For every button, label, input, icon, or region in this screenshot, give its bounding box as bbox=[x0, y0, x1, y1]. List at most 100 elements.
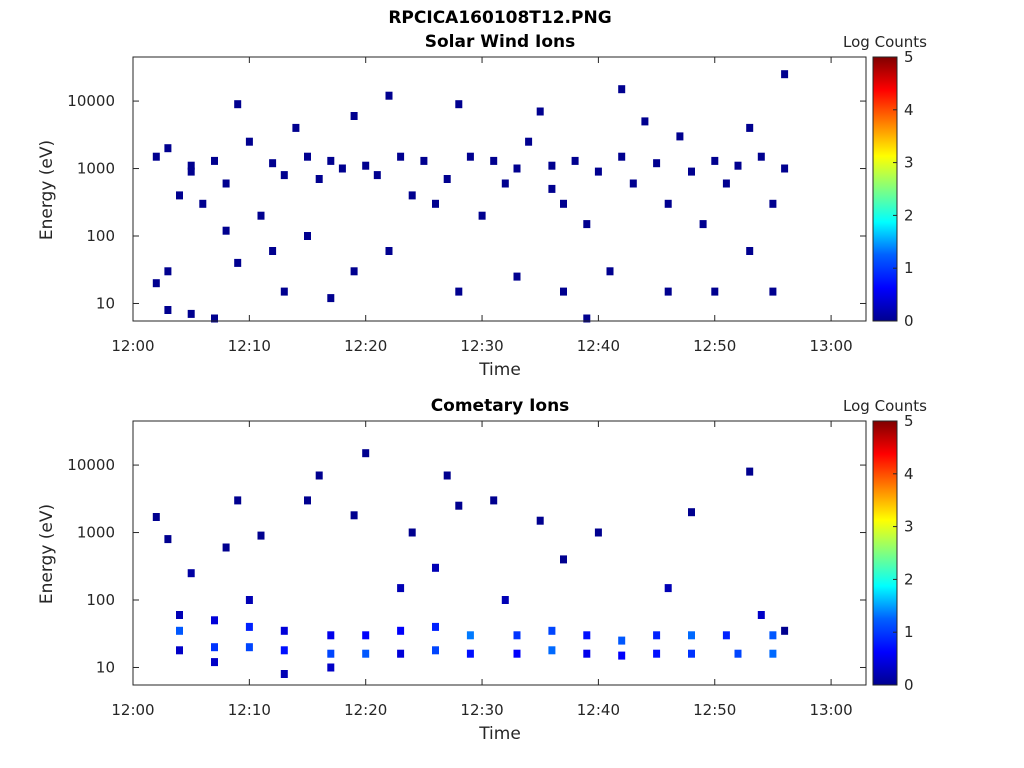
panel-solar-wind: Solar Wind Ions 12:00 12:10 12:20 12:30 12:4… bbox=[37, 32, 927, 380]
y-tick-label: 10 bbox=[96, 294, 115, 312]
heatmap-cell bbox=[711, 156, 719, 165]
x-tick-label: 13:00 bbox=[809, 337, 852, 355]
heatmap-cell bbox=[152, 152, 160, 161]
heatmap-cell bbox=[362, 449, 370, 458]
heatmap-cell bbox=[722, 179, 730, 188]
heatmap-cell bbox=[466, 649, 474, 658]
heatmap-cell bbox=[653, 649, 661, 658]
heatmap-cell bbox=[618, 85, 626, 94]
y-tick-label: 1000 bbox=[77, 524, 115, 542]
heatmap-cell bbox=[594, 167, 602, 176]
heatmap-cell bbox=[560, 287, 567, 296]
colorbar-tick-label: 0 bbox=[904, 312, 914, 330]
heatmap-cell bbox=[443, 471, 451, 480]
heatmap-cell bbox=[699, 220, 707, 229]
x-axis-label-solar-wind: Time bbox=[478, 360, 521, 380]
heatmap-cell bbox=[385, 247, 393, 255]
colorbar-tick-label: 2 bbox=[904, 570, 914, 588]
heatmap-cell bbox=[257, 531, 265, 540]
heatmap-cell bbox=[688, 508, 695, 517]
heatmap-cell bbox=[781, 164, 789, 173]
heatmap-cell bbox=[583, 649, 591, 658]
heatmap-cell bbox=[513, 649, 521, 658]
heatmap-cell bbox=[664, 287, 672, 296]
heatmap-cell bbox=[455, 287, 463, 296]
heatmap-cell bbox=[594, 528, 602, 537]
heatmap-cell bbox=[455, 100, 463, 109]
heatmap-cell bbox=[629, 179, 637, 188]
heatmap-cell bbox=[490, 496, 498, 505]
heatmap-cell bbox=[280, 626, 288, 635]
colorbar-ticks-cometary: 0 1 2 3 4 5 bbox=[893, 412, 914, 694]
heatmap-cell bbox=[746, 123, 754, 132]
colorbar-label-solar-wind: Log Counts bbox=[843, 33, 927, 51]
heatmap-cell bbox=[432, 646, 439, 655]
y-tick-label: 10 bbox=[96, 658, 115, 676]
x-tick-label: 12:20 bbox=[344, 337, 387, 355]
panel-title-cometary: Cometary Ions bbox=[431, 396, 570, 416]
heatmap-cell bbox=[164, 144, 172, 153]
heatmap-cell bbox=[164, 306, 172, 314]
heatmap-cell bbox=[583, 220, 591, 229]
heatmap-cell bbox=[397, 649, 405, 658]
heatmap-cell bbox=[432, 622, 439, 631]
y-tick-label: 1000 bbox=[77, 160, 115, 178]
heatmap-cell bbox=[432, 563, 439, 572]
heatmap-cell bbox=[222, 226, 230, 235]
heatmap-cell bbox=[688, 649, 695, 658]
x-tick-label: 12:00 bbox=[111, 337, 154, 355]
y-tick-label: 10000 bbox=[67, 92, 115, 110]
heatmap-cell bbox=[734, 161, 742, 170]
heatmap-cell bbox=[350, 267, 358, 276]
heatmap-cell bbox=[315, 471, 323, 480]
heatmap-cell bbox=[757, 611, 765, 619]
x-tick-label: 12:50 bbox=[693, 701, 736, 719]
heatmap-cell bbox=[583, 631, 591, 640]
y-axis-label-solar-wind: Energy (eV) bbox=[37, 140, 57, 240]
heatmap-cell bbox=[536, 516, 544, 525]
heatmap-cell bbox=[478, 211, 486, 220]
heatmap-cell bbox=[525, 137, 533, 146]
heatmap-cell bbox=[653, 159, 661, 168]
heatmap-cell bbox=[234, 258, 242, 267]
heatmap-cell bbox=[618, 636, 626, 645]
heatmap-cell bbox=[583, 314, 591, 323]
heatmap-cell bbox=[257, 211, 265, 220]
heatmap-cell bbox=[245, 137, 253, 146]
heatmap-cell bbox=[385, 91, 393, 100]
heatmap-cell bbox=[327, 156, 335, 165]
x-axis-cometary: 12:00 12:10 12:20 12:30 12:40 12:50 13:00 bbox=[111, 421, 853, 719]
x-tick-label: 13:00 bbox=[809, 701, 852, 719]
heatmap-cell bbox=[152, 513, 160, 521]
heatmap-cell bbox=[641, 117, 649, 126]
heatmap-cell bbox=[164, 267, 172, 276]
heatmap-cell bbox=[152, 279, 160, 288]
heatmap-cell bbox=[443, 175, 451, 183]
heatmap-cell bbox=[327, 663, 335, 672]
heatmap-cell bbox=[560, 555, 567, 564]
heatmap-cell bbox=[187, 167, 195, 176]
heatmap-cell bbox=[373, 171, 381, 180]
x-tick-label: 12:10 bbox=[228, 701, 271, 719]
colorbar-tick-label: 0 bbox=[904, 676, 914, 694]
x-tick-label: 12:30 bbox=[460, 701, 503, 719]
heatmap-cell bbox=[548, 646, 556, 655]
y-axis-cometary: 10 100 1000 10000 bbox=[67, 456, 866, 676]
heatmap-cell bbox=[571, 156, 579, 165]
heatmap-cell bbox=[176, 646, 183, 655]
colorbar-tick-label: 4 bbox=[904, 101, 914, 119]
heatmap-cell bbox=[211, 643, 218, 652]
colorbar-tick-label: 1 bbox=[904, 623, 914, 641]
heatmap-cell bbox=[211, 156, 218, 165]
heatmap-cell bbox=[676, 132, 684, 141]
heatmap-cell bbox=[408, 528, 416, 537]
heatmap-cell bbox=[280, 171, 288, 180]
plot-frame-cometary bbox=[132, 420, 867, 686]
heatmap-cell bbox=[501, 596, 509, 604]
heatmap-cell bbox=[350, 112, 358, 120]
heatmap-cell bbox=[513, 272, 521, 281]
heatmap-cell bbox=[746, 467, 754, 476]
heatmap-cell bbox=[245, 596, 253, 604]
colorbar-solar-wind bbox=[872, 56, 898, 322]
